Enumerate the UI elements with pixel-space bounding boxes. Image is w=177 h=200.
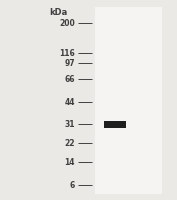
Text: 22: 22	[64, 139, 75, 148]
Text: 31: 31	[64, 120, 75, 129]
Text: 14: 14	[64, 158, 75, 167]
Text: 66: 66	[64, 75, 75, 84]
Text: 97: 97	[64, 59, 75, 68]
Text: 200: 200	[59, 19, 75, 28]
Text: 44: 44	[64, 98, 75, 107]
Text: 6: 6	[70, 181, 75, 190]
Bar	[95, 8, 162, 194]
Bar	[104, 121, 126, 128]
Text: kDa: kDa	[50, 8, 68, 17]
Text: 116: 116	[59, 49, 75, 58]
